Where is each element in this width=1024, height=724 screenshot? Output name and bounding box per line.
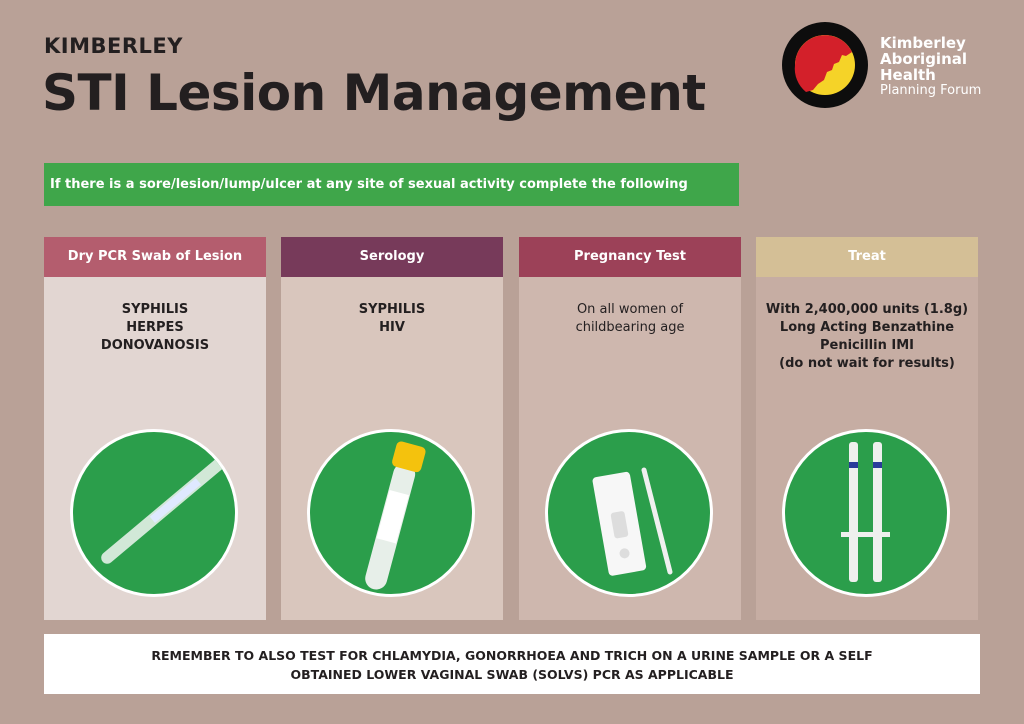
column-pcr-swab: Dry PCR Swab of Lesion SYPHILIS HERPES D… bbox=[44, 237, 266, 620]
column-body: On all women of childbearing age bbox=[519, 277, 741, 620]
column-header: Treat bbox=[756, 237, 978, 277]
text-line: With 2,400,000 units (1.8g) bbox=[765, 302, 969, 317]
logo-text: Kimberley Aboriginal Health Planning For… bbox=[880, 35, 981, 99]
pregnancy-test-image bbox=[545, 429, 713, 597]
text-line: (do not wait for results) bbox=[779, 356, 955, 371]
column-body: SYPHILIS HIV bbox=[281, 277, 503, 620]
column-body: SYPHILIS HERPES DONOVANOSIS bbox=[44, 277, 266, 620]
instruction-banner: If there is a sore/lesion/lump/ulcer at … bbox=[44, 163, 739, 206]
text-line: Long Acting Benzathine bbox=[779, 320, 955, 335]
text-line: SYPHILIS bbox=[358, 302, 426, 317]
supertitle: KIMBERLEY bbox=[44, 34, 183, 58]
column-pregnancy-test: Pregnancy Test On all women of childbear… bbox=[519, 237, 741, 620]
column-header: Pregnancy Test bbox=[519, 237, 741, 277]
column-header: Serology bbox=[281, 237, 503, 277]
text-line: SYPHILIS bbox=[121, 302, 189, 317]
logo-line: Kimberley bbox=[880, 34, 966, 52]
column-serology: Serology SYPHILIS HIV bbox=[281, 237, 503, 620]
logo-line: Health bbox=[880, 66, 936, 84]
text-line: HERPES bbox=[126, 320, 184, 335]
text-line: HIV bbox=[379, 320, 405, 335]
syringes-image bbox=[782, 429, 950, 597]
text-line: Penicillin IMI bbox=[820, 338, 914, 353]
column-header: Dry PCR Swab of Lesion bbox=[44, 237, 266, 277]
footer-line: OBTAINED LOWER VAGINAL SWAB (SOLVS) PCR … bbox=[290, 667, 734, 682]
footer-reminder: REMEMBER TO ALSO TEST FOR CHLAMYDIA, GON… bbox=[44, 634, 980, 694]
logo-icon bbox=[782, 22, 868, 108]
column-body: With 2,400,000 units (1.8g) Long Acting … bbox=[756, 277, 978, 620]
text-line: On all women of bbox=[576, 302, 684, 317]
blood-tube-image bbox=[307, 429, 475, 597]
swab-image bbox=[70, 429, 238, 597]
text-line: childbearing age bbox=[575, 320, 685, 335]
text-line: DONOVANOSIS bbox=[100, 338, 210, 353]
column-treat: Treat With 2,400,000 units (1.8g) Long A… bbox=[756, 237, 978, 620]
logo-line: Aboriginal bbox=[880, 50, 968, 68]
page-title: STI Lesion Management bbox=[42, 64, 706, 122]
footer-line: REMEMBER TO ALSO TEST FOR CHLAMYDIA, GON… bbox=[151, 648, 873, 663]
logo-line: Planning Forum bbox=[880, 83, 982, 98]
